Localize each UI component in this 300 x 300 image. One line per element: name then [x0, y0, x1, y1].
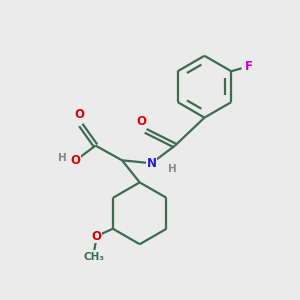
Text: O: O: [74, 108, 84, 122]
Text: H: H: [58, 153, 67, 163]
Text: F: F: [244, 60, 253, 73]
Text: H: H: [168, 164, 176, 173]
Text: O: O: [70, 154, 80, 167]
Text: CH₃: CH₃: [84, 252, 105, 262]
Text: O: O: [92, 230, 102, 243]
Text: O: O: [136, 115, 146, 128]
Text: N: N: [146, 157, 157, 170]
